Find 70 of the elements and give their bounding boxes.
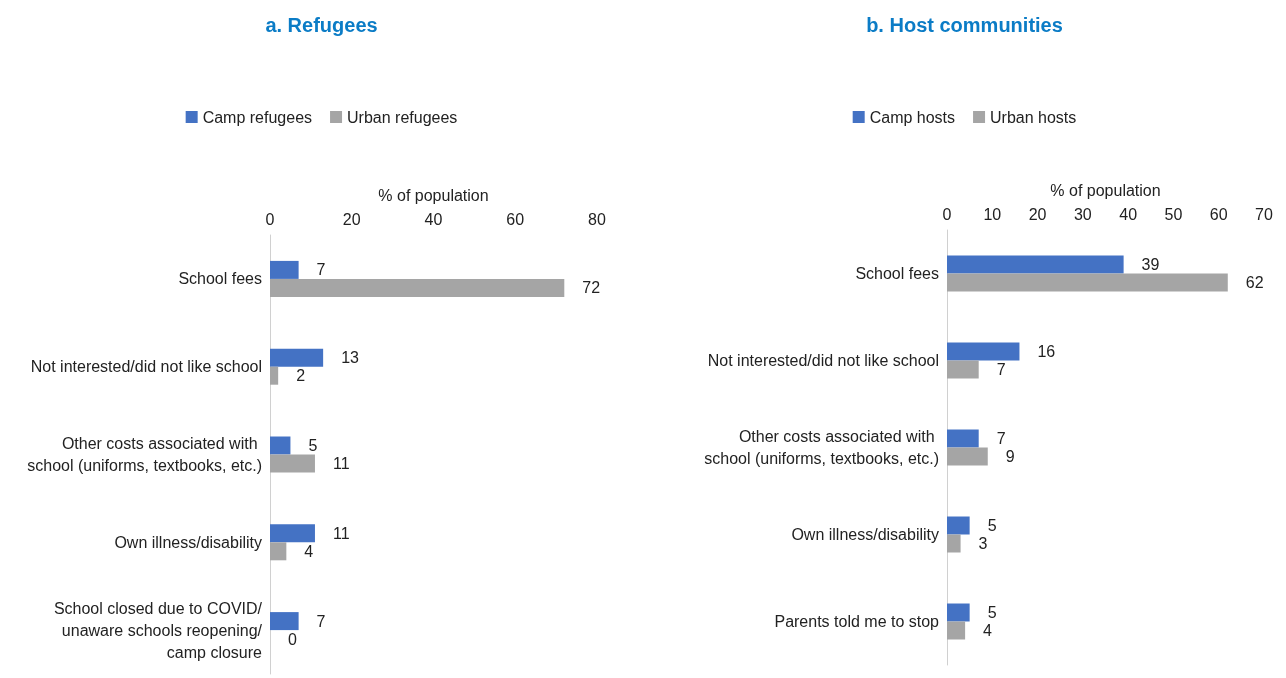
bar [270, 366, 279, 385]
data-label: 2 [296, 367, 306, 385]
data-label: 7 [316, 612, 326, 630]
data-label: 5 [308, 437, 318, 454]
bar [270, 454, 315, 473]
bar [947, 255, 1124, 274]
data-label: 4 [983, 622, 993, 639]
bar [947, 447, 988, 466]
bar [270, 260, 299, 279]
x-tick-label: 70 [1255, 205, 1273, 223]
bar [270, 542, 287, 561]
bar [947, 273, 1228, 292]
x-tick-label: 10 [983, 205, 1002, 223]
y-tick-label: Own illness/disability [791, 526, 939, 543]
data-label: 9 [1005, 448, 1015, 465]
bar [947, 429, 979, 448]
x-axis-title: % of population [1050, 181, 1161, 199]
y-tick-label: Own illness/disability [114, 533, 262, 551]
data-label: 5 [987, 604, 997, 621]
bar [947, 603, 970, 622]
y-tick-label: School fees [178, 270, 262, 288]
legend-label: Urban refugees [347, 108, 458, 126]
bar [947, 360, 979, 379]
data-label: 4 [304, 542, 314, 560]
chart-title: b. Host communities [866, 14, 1063, 36]
data-label: 7 [996, 361, 1006, 378]
x-tick-label: 40 [424, 210, 443, 228]
x-tick-label: 60 [506, 210, 525, 228]
x-tick-label: 0 [265, 210, 275, 228]
x-tick-label: 0 [942, 205, 952, 223]
x-tick-label: 30 [1073, 205, 1092, 223]
chart-title: a. Refugees [265, 14, 378, 36]
data-label: 16 [1037, 343, 1056, 360]
y-tick-label: School closed due to COVID/unaware schools reopening/camp closure [53, 599, 263, 661]
y-tick-label: School fees [855, 265, 939, 282]
data-label: 62 [1245, 274, 1264, 291]
data-label: 11 [332, 524, 350, 542]
x-tick-label: 60 [1209, 205, 1228, 223]
data-label: 5 [987, 517, 997, 534]
bar [270, 278, 565, 297]
data-label: 7 [316, 261, 326, 279]
y-tick-label: Other costs associated with school (uniforms, textbooks, etc.) [704, 428, 939, 467]
y-tick-label: Not interested/did not like school [30, 358, 262, 376]
bar [270, 524, 315, 543]
data-label: 3 [978, 535, 988, 552]
x-tick-label: 20 [1028, 205, 1047, 223]
legend-label: Camp refugees [202, 108, 313, 126]
data-label: 39 [1141, 256, 1160, 273]
y-tick-label: Other costs associated with school (uniforms, textbooks, etc.) [27, 435, 262, 474]
legend-label: Camp hosts [869, 108, 956, 126]
x-axis-title: % of population [378, 186, 489, 204]
bar [947, 534, 961, 553]
x-tick-label: 50 [1164, 205, 1183, 223]
data-label: 72 [582, 279, 601, 297]
bar [947, 342, 1020, 361]
bar [947, 621, 966, 640]
data-label: 7 [996, 430, 1006, 447]
data-label: 0 [288, 630, 297, 648]
x-tick-label: 20 [342, 210, 361, 228]
x-tick-label: 80 [588, 210, 606, 228]
bar [270, 348, 324, 367]
y-tick-label: Not interested/did not like school [707, 352, 939, 369]
bar [270, 612, 299, 631]
bar [270, 436, 291, 455]
data-label: 13 [341, 349, 360, 367]
data-label: 11 [332, 455, 350, 472]
bar [947, 516, 970, 535]
legend-label: Urban hosts [990, 108, 1077, 126]
y-tick-label: Parents told me to stop [774, 613, 940, 630]
x-tick-label: 40 [1119, 205, 1138, 223]
